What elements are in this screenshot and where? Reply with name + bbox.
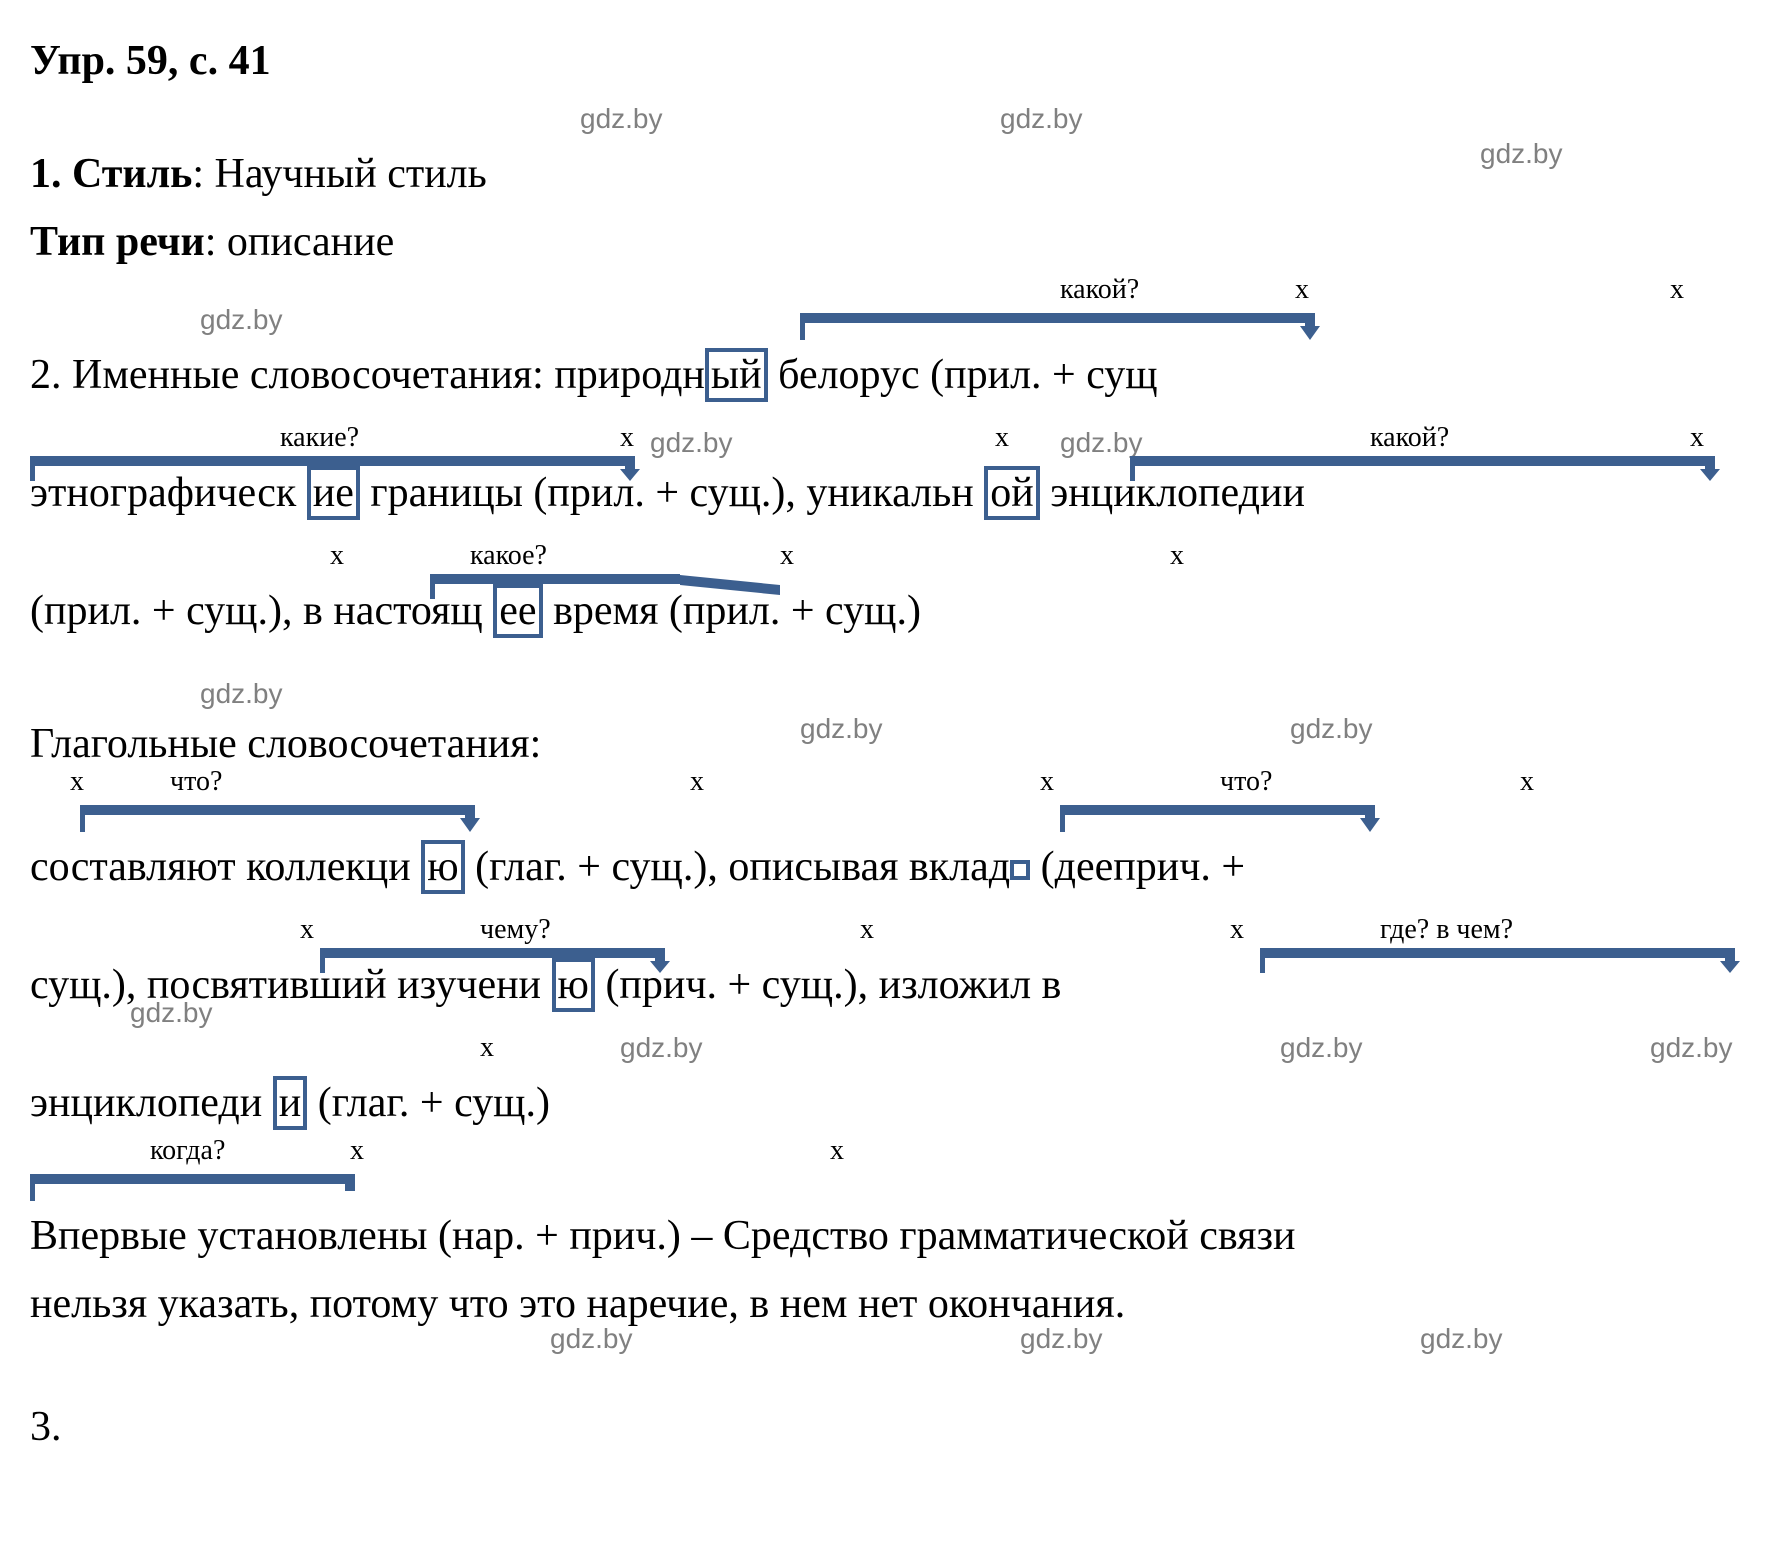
title-text: Упр. 59, с. 41 <box>30 38 271 84</box>
watermark: gdz.by <box>800 708 883 750</box>
watermark: gdz.by <box>1020 1318 1103 1360</box>
sostav: составляют коллекци <box>30 844 421 890</box>
arrow <box>1060 804 1390 832</box>
anno-x: х <box>690 761 704 803</box>
anno-x: х <box>830 1130 844 1172</box>
arrow <box>30 1173 370 1201</box>
ending-box <box>1010 860 1030 880</box>
anno-x: х <box>1690 417 1704 459</box>
box-yu: ю <box>421 840 464 894</box>
watermark: gdz.by <box>650 422 733 464</box>
anno-kogda: когда? <box>150 1130 225 1172</box>
verbal-line2: х чему? х х где? в чем? сущ.), посвятивш… <box>30 954 1762 1017</box>
style-label: 1. Стиль <box>30 151 192 197</box>
vpervye-line: когда? х х Впервые установлены (нар. + п… <box>30 1205 1762 1268</box>
verbal-line3: х gdz.by gdz.by gdz.by gdz.by энциклопед… <box>30 1072 1762 1135</box>
anno-chemu: чему? <box>480 909 551 951</box>
watermark: gdz.by <box>580 98 663 140</box>
glag-sush: (глаг. + сущ.), описывая вклад <box>465 844 1011 890</box>
anno-x: х <box>480 1027 494 1069</box>
box-i: и <box>273 1076 307 1130</box>
watermark: gdz.by <box>130 992 213 1034</box>
style-block: gdz.by gdz.by gdz.by 1. Стиль: Научный с… <box>30 143 1762 274</box>
anno-x: х <box>1040 761 1054 803</box>
anno-x: х <box>70 761 84 803</box>
encycl2: энциклопеди <box>30 1080 273 1126</box>
watermark: gdz.by <box>1650 1027 1733 1069</box>
anno-kakie: какие? <box>280 417 359 459</box>
anno-x: х <box>1670 269 1684 311</box>
arrow <box>1130 455 1730 481</box>
anno-kakoj: какой? <box>1370 417 1449 459</box>
anno-x: х <box>780 535 794 577</box>
anno-x: х <box>620 417 634 459</box>
anno-x: х <box>1295 269 1309 311</box>
section2-prefix: 2. Именные словосочетания: природн <box>30 352 705 398</box>
section2-line3: х какое? х х (прил. + сущ.), в настоящ е… <box>30 580 1762 643</box>
anno-chto: что? <box>170 761 222 803</box>
verbal-line1: х что? х х что? х составляют коллекци ю … <box>30 836 1762 899</box>
style-value: : Научный стиль <box>192 151 486 197</box>
vpervye: Впервые установлены (нар. + прич.) – Сре… <box>30 1213 1296 1259</box>
glag-sush2: (глаг. + сущ.) <box>307 1080 550 1126</box>
anno-chto: что? <box>1220 761 1272 803</box>
arrow <box>80 804 490 832</box>
arrow <box>320 947 680 973</box>
anno-x: х <box>350 1130 364 1172</box>
type-label: Тип речи <box>30 219 205 265</box>
verbal-header: gdz.by gdz.by gdz.by Глагольные словосоч… <box>30 713 1762 776</box>
watermark: gdz.by <box>1480 133 1563 175</box>
watermark: gdz.by <box>1420 1318 1503 1360</box>
anno-x: х <box>1170 535 1184 577</box>
section3: 3. <box>30 1396 1762 1459</box>
exercise-title: Упр. 59, с. 41 <box>30 30 1762 93</box>
type-value: : описание <box>205 219 395 265</box>
section2-line2: какие? х х какой? х gdz.by gdz.by этногр… <box>30 462 1762 525</box>
anno-x: х <box>860 909 874 951</box>
watermark: gdz.by <box>1290 708 1373 750</box>
watermark: gdz.by <box>1000 98 1083 140</box>
watermark: gdz.by <box>200 299 283 341</box>
arrow <box>1260 947 1750 973</box>
arrow <box>430 573 810 599</box>
anno-gde: где? в чем? <box>1380 909 1513 951</box>
watermark: gdz.by <box>550 1318 633 1360</box>
box-yj: ый <box>705 348 768 402</box>
arrow <box>800 312 1330 340</box>
anno-x: х <box>330 535 344 577</box>
anno-kakoj: какой? <box>1060 269 1139 311</box>
glagol-header: Глагольные словосочетания: <box>30 721 541 767</box>
deeprich: (дееприч. + <box>1030 844 1245 890</box>
anno-kakoe: какое? <box>470 535 547 577</box>
arrow <box>30 455 650 481</box>
pril-sush: (прил. + сущ.), в настоящ <box>30 588 493 634</box>
section2-line1: какой? х х gdz.by 2. Именные словосочета… <box>30 344 1762 407</box>
type-line: Тип речи: описание <box>30 211 1762 274</box>
anno-x: х <box>300 909 314 951</box>
anno-x: х <box>1230 909 1244 951</box>
anno-x: х <box>1520 761 1534 803</box>
anno-x: х <box>995 417 1009 459</box>
watermark: gdz.by <box>620 1027 703 1069</box>
box-oj: ой <box>984 466 1039 520</box>
nelzya-line: нельзя указать, потому что это наречие, … <box>30 1273 1762 1336</box>
section3-label: 3. <box>30 1404 62 1450</box>
watermark: gdz.by <box>200 673 283 715</box>
belarus: белорус (прил. + сущ <box>768 352 1158 398</box>
watermark: gdz.by <box>1280 1027 1363 1069</box>
